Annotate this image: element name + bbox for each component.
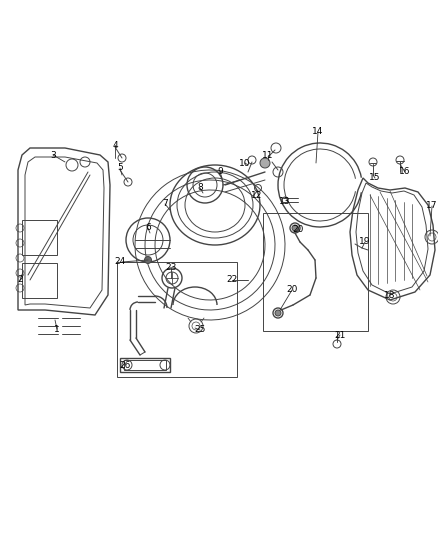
Text: 22: 22 (226, 276, 238, 285)
Text: 15: 15 (369, 174, 381, 182)
Text: 26: 26 (119, 360, 131, 369)
Text: 3: 3 (50, 150, 56, 159)
Bar (22, 263, 57, 298)
Text: 13: 13 (279, 198, 291, 206)
Circle shape (275, 310, 281, 316)
Text: 10: 10 (239, 158, 251, 167)
Text: 19: 19 (359, 238, 371, 246)
Bar (22, 220, 57, 255)
Bar (263, 213, 368, 331)
Text: 20: 20 (286, 286, 298, 295)
Text: 20: 20 (292, 225, 304, 235)
Text: 16: 16 (399, 167, 411, 176)
Text: 24: 24 (114, 257, 126, 266)
Text: 14: 14 (312, 127, 324, 136)
Text: 9: 9 (217, 167, 223, 176)
Text: 6: 6 (145, 223, 151, 232)
Text: 4: 4 (112, 141, 118, 149)
Text: 11: 11 (262, 150, 274, 159)
Text: 17: 17 (426, 201, 438, 211)
Text: 5: 5 (117, 164, 123, 173)
Text: 25: 25 (194, 326, 206, 335)
Bar (117, 262, 237, 377)
Text: 18: 18 (384, 290, 396, 300)
Circle shape (292, 225, 298, 231)
Text: 8: 8 (197, 183, 203, 192)
Bar (120, 358, 170, 372)
Text: 7: 7 (162, 199, 168, 208)
Bar (124, 360, 166, 370)
Text: 2: 2 (17, 276, 23, 285)
Text: 1: 1 (54, 325, 60, 334)
Circle shape (260, 158, 270, 168)
Text: 12: 12 (251, 190, 263, 199)
Text: 23: 23 (165, 263, 177, 272)
Text: 21: 21 (334, 330, 346, 340)
Circle shape (145, 256, 152, 263)
